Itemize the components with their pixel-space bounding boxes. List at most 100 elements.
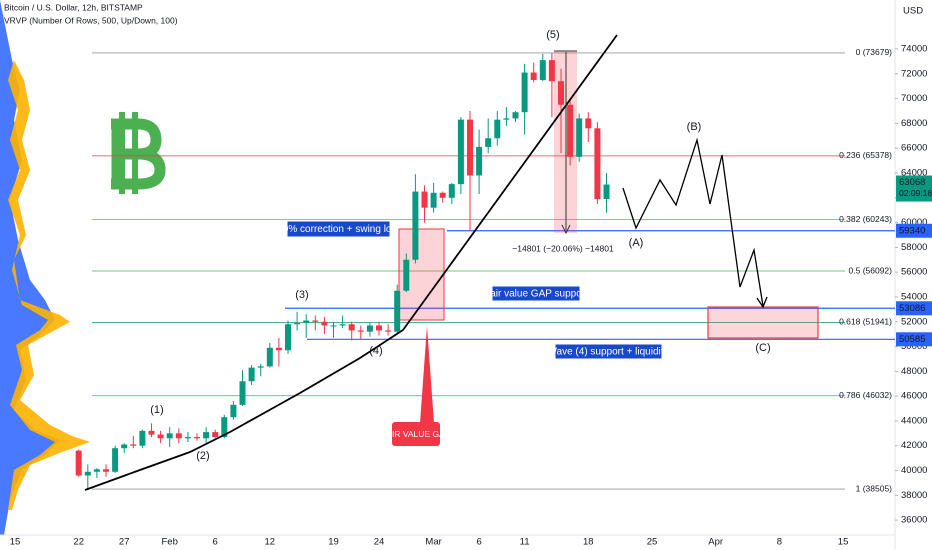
candle-body [476, 146, 483, 176]
candle-body [485, 138, 492, 147]
candle-body [594, 128, 601, 199]
candle-body [467, 119, 473, 176]
y-tick-label: 40000 [901, 465, 927, 476]
candle-body [130, 444, 137, 446]
candle-body [194, 437, 200, 439]
candle-body [321, 321, 328, 326]
candle-body [230, 404, 237, 418]
level-price-box [896, 223, 932, 238]
candle-body [148, 430, 155, 435]
x-tick-label: Mar [425, 537, 441, 548]
x-tick-label: 6 [213, 537, 218, 548]
candle-body [175, 433, 182, 439]
candle-body [494, 119, 501, 139]
candle-body [184, 437, 191, 439]
x-tick-label: 27 [119, 537, 130, 548]
x-tick-label: 15 [10, 537, 21, 548]
annotation-text: Fair value GAP support [484, 289, 588, 300]
volume-profile [0, 0, 90, 535]
level-price-label: 50585 [899, 334, 925, 345]
x-tick-label: 6 [476, 537, 481, 548]
wave-label: (5) [546, 29, 559, 41]
candle-body [558, 81, 564, 105]
x-tick-label: 11 [520, 537, 530, 548]
candle-body [75, 450, 82, 476]
annotation-box [286, 220, 391, 238]
last-price-label: 63068 [899, 177, 925, 188]
y-tick-label: 72000 [901, 68, 927, 79]
candle-body [457, 119, 464, 185]
y-tick-label: 36000 [901, 515, 927, 526]
y-tick-label: 74000 [901, 43, 927, 54]
level-price-box [896, 332, 932, 347]
x-tick-label: Feb [162, 537, 178, 548]
indicator-label: VRVP (Number Of Rows, 500, Up/Down, 100) [4, 15, 178, 25]
y-tick-label: 56000 [901, 267, 927, 278]
wave-label: (4) [369, 345, 382, 357]
chart-title: Bitcoin / U.S. Dollar, 12h, BITSTAMP [4, 2, 143, 12]
trend-line [84, 34, 618, 491]
candle-body [203, 432, 210, 439]
fib-label: 1 (38505) [856, 483, 893, 493]
wave-label: (C) [755, 342, 770, 354]
y-tick-label: 68000 [901, 118, 927, 129]
candle-body [385, 330, 392, 332]
last-price-box [896, 175, 932, 202]
projection-arrow-head [756, 296, 768, 309]
countdown-label: 02:09:18 [899, 188, 932, 198]
candle-body [112, 448, 119, 472]
candle-body [603, 184, 610, 199]
candle-body [339, 324, 346, 326]
y-tick-label: 38000 [901, 490, 927, 501]
candle-body [403, 259, 410, 291]
fib-label: 0 (73679) [856, 47, 893, 57]
candle-body [448, 184, 455, 198]
x-tick-label: 12 [265, 537, 276, 548]
y-tick-label: 54000 [901, 291, 927, 302]
y-tick-label: 44000 [901, 415, 927, 426]
candle-body [93, 469, 100, 472]
candles-layer [75, 52, 610, 490]
measure-label: −14801 (−20.06%) −14801 [512, 243, 614, 253]
wave-label: (A) [629, 237, 644, 249]
y-tick-label: 52000 [901, 316, 927, 327]
fib-label: 0.236 (65378) [839, 150, 892, 160]
measure-arrow-head [561, 224, 571, 235]
x-tick-label: 24 [374, 537, 385, 548]
y-tick-label: 58000 [901, 242, 927, 253]
candle-body [239, 381, 246, 405]
candle-body [139, 430, 146, 446]
y-tick-label: 70000 [901, 93, 927, 104]
annotation-text: Wave (4) support + liquidity [547, 347, 668, 358]
candle-body [266, 347, 273, 367]
y-tick-label: 42000 [901, 440, 927, 451]
candle-body [567, 104, 574, 157]
x-tick-label: 15 [838, 537, 849, 548]
candle-body [585, 118, 592, 129]
measure-label-bg [518, 241, 608, 257]
projection-path [622, 137, 764, 307]
candle-body [294, 322, 301, 325]
candle-body [303, 320, 310, 323]
candle-body [157, 434, 164, 439]
level-price-label: 53086 [899, 303, 925, 314]
candle-body [212, 432, 219, 438]
candle-body [439, 192, 446, 198]
candle-body [421, 191, 428, 208]
x-tick-label: 19 [328, 537, 339, 548]
candle-body [330, 325, 337, 327]
wave-label: (B) [687, 121, 702, 133]
annotations: 20% correction + swing low Fair value GA… [277, 220, 669, 446]
candle-body [539, 60, 546, 80]
candle-body [221, 417, 228, 438]
y-tick-label: 48000 [901, 366, 927, 377]
level-price-box [896, 301, 932, 316]
y-tick-label: 60000 [901, 217, 927, 228]
annotation-text: FAIR VALUE GAP [382, 429, 451, 439]
candle-body [512, 112, 519, 119]
annotation-box [491, 285, 581, 302]
x-tick-label: 8 [777, 537, 782, 548]
candle-body [84, 471, 91, 476]
candle-body [103, 469, 109, 472]
